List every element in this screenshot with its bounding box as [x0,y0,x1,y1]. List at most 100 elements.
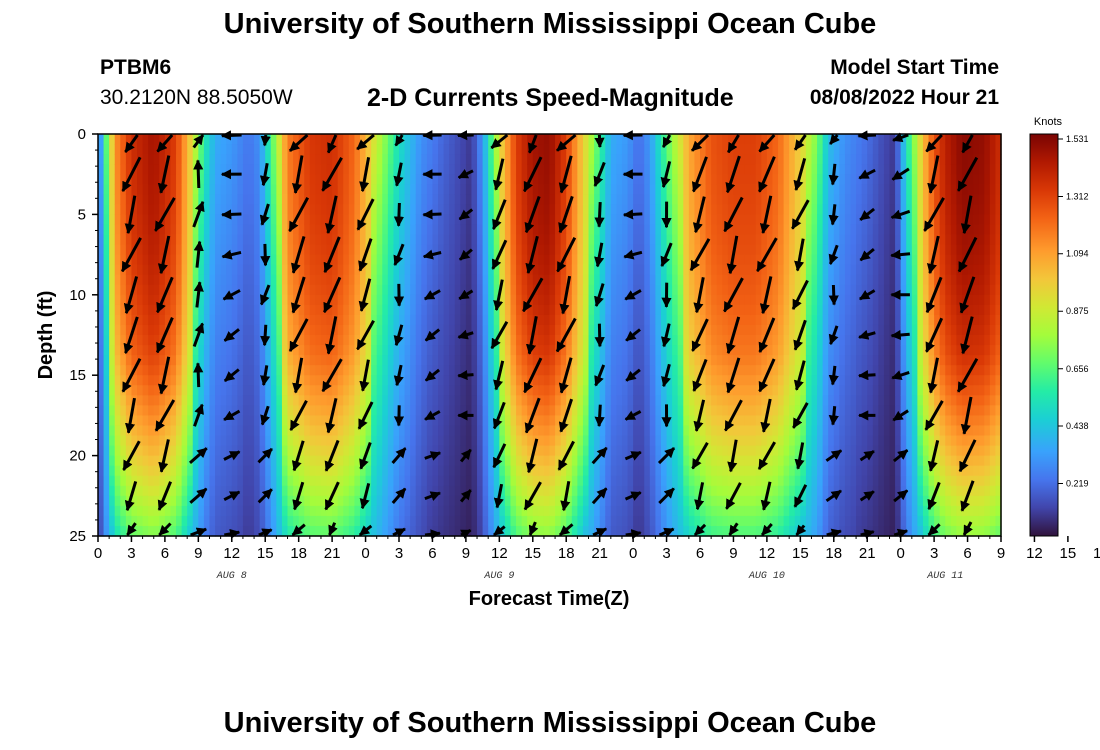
heatmap-cell [610,345,617,356]
heatmap-cell [387,405,395,416]
heatmap-cell [276,144,283,155]
heatmap-cell [265,244,272,256]
heatmap-cell [621,375,629,386]
heatmap-cell [772,314,779,326]
heatmap-cell [281,164,289,175]
heatmap-cell [404,134,411,145]
heatmap-cell [750,204,757,215]
heatmap-cell [164,475,172,487]
heatmap-cell [571,525,578,537]
heatmap-cell [443,174,450,185]
heatmap-cell [153,214,160,226]
heatmap-cell [705,184,712,195]
heatmap-cell [387,335,395,346]
heatmap-cell [621,355,629,366]
heatmap-cell [755,254,762,266]
heatmap-cell [382,375,389,386]
heatmap-cell [677,515,684,527]
heatmap-cell [170,214,177,226]
heatmap-cell [153,264,160,276]
heatmap-cell [672,465,679,477]
heatmap-cell [170,335,177,346]
heatmap-cell [510,254,517,266]
heatmap-cell [298,184,305,195]
heatmap-cell [722,345,729,356]
heatmap-cell [404,395,411,406]
heatmap-cell [203,525,211,537]
heatmap-cell [109,415,116,427]
heatmap-cell [432,435,439,447]
heatmap-cell [638,144,645,155]
heatmap-cell [555,365,562,376]
heatmap-cell [137,314,144,326]
heatmap-cell [103,254,110,266]
heatmap-cell [315,355,322,366]
heatmap-cell [365,425,372,437]
heatmap-cell [148,304,155,316]
heatmap-cell [660,144,668,155]
heatmap-cell [555,525,562,537]
heatmap-cell [209,174,216,185]
heatmap-cell [499,425,506,437]
heatmap-cell [694,324,701,336]
heatmap-cell [382,304,389,316]
heatmap-cell [320,365,328,376]
heatmap-cell [672,445,679,457]
heatmap-cell [527,304,534,316]
heatmap-cell [672,505,679,517]
heatmap-cell [532,294,539,306]
heatmap-cell [610,505,617,517]
heatmap-cell [120,254,127,266]
heatmap-cell [354,314,361,326]
heatmap-cell [655,475,662,487]
heatmap-cell [633,144,640,155]
heatmap-cell [594,385,601,396]
heatmap-cell [610,304,617,316]
heatmap-cell [109,234,116,246]
heatmap-cell [766,385,774,396]
heatmap-cell [215,415,222,427]
heatmap-cell [354,324,361,336]
heatmap-cell [571,304,578,316]
heatmap-cell [599,324,606,336]
heatmap-cell [605,284,612,296]
heatmap-cell [304,284,311,296]
heatmap-cell [482,284,489,296]
heatmap-cell [304,355,311,366]
heatmap-cell [114,174,121,185]
heatmap-cell [103,244,110,256]
heatmap-cell [281,274,289,286]
heatmap-cell [778,184,785,195]
heatmap-cell [477,134,484,145]
heatmap-cell [504,405,512,416]
heatmap-cell [281,405,289,416]
heatmap-cell [382,475,389,487]
heatmap-cell [242,345,250,356]
heatmap-cell [755,214,762,226]
heatmap-cell [226,445,233,457]
heatmap-cell [555,335,562,346]
heatmap-cell [677,355,684,366]
heatmap-cell [421,234,428,246]
heatmap-cell [387,174,395,185]
heatmap-cell [421,355,428,366]
heatmap-cell [114,505,121,517]
heatmap-cell [153,234,160,246]
heatmap-cell [287,304,294,316]
heatmap-cell [672,244,679,256]
heatmap-cell [198,294,205,306]
heatmap-cell [560,324,567,336]
heatmap-cell [198,495,205,507]
heatmap-cell [220,284,227,296]
heatmap-cell [666,144,673,155]
heatmap-cell [103,324,110,336]
heatmap-cell [114,154,121,165]
heatmap-cell [449,214,456,226]
heatmap-cell [744,234,751,246]
heatmap-cell [594,495,601,507]
heatmap-cell [254,385,261,396]
heatmap-cell [700,415,707,427]
heatmap-cell [371,495,378,507]
heatmap-cell [281,515,289,527]
heatmap-cell [309,525,316,537]
